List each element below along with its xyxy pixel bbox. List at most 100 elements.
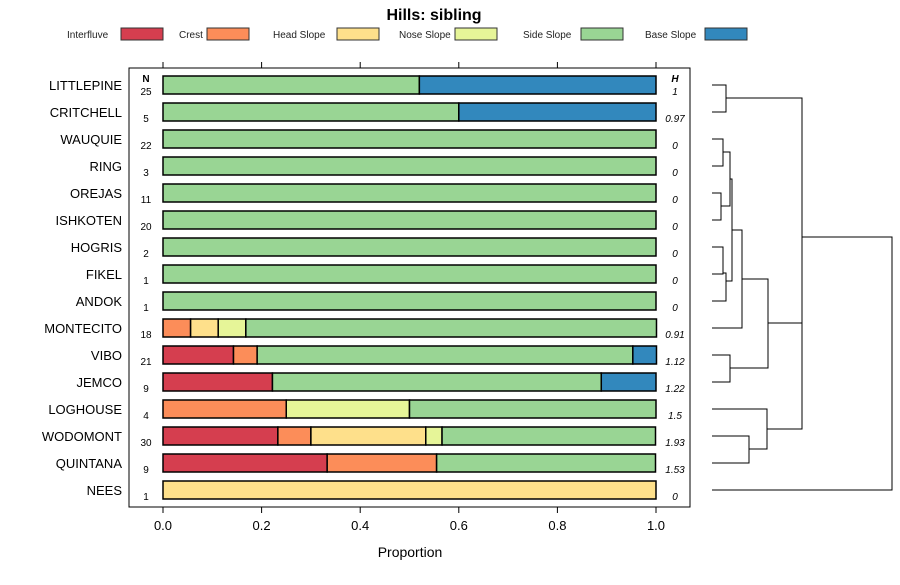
bar-segment-side-slope (162, 291, 657, 311)
legend: Interfluve Crest Head Slope Nose Slope Side … (67, 27, 748, 41)
dendrogram-branch (726, 97, 803, 376)
category-label: VIBO (91, 348, 122, 363)
legend-swatch (454, 27, 498, 41)
n-value: 3 (143, 168, 149, 179)
bar-segment-base-slope (600, 372, 657, 392)
bar-segment-side-slope (408, 399, 657, 419)
legend-label: Base Slope (645, 30, 697, 41)
dendrogram-branch (712, 435, 750, 464)
dendrogram-branch (712, 272, 727, 302)
n-value: 18 (140, 330, 152, 341)
x-tick-label: 0.6 (450, 518, 468, 533)
category-label: JEMCO (77, 375, 123, 390)
category-label: LITTLEPINE (49, 78, 122, 93)
bar-segment-side-slope (162, 183, 657, 203)
h-header: H (671, 74, 679, 85)
bar-segment-side-slope (162, 237, 657, 257)
bar-segment-crest (232, 345, 258, 365)
legend-swatch (206, 27, 250, 41)
bar-segment-side-slope (162, 75, 421, 95)
x-tick-label: 0.4 (351, 518, 369, 533)
category-label: OREJAS (70, 186, 122, 201)
h-value: 0.91 (665, 330, 684, 341)
n-value: 1 (143, 276, 149, 287)
bar-segment-side-slope (256, 345, 634, 365)
category-label: NEES (87, 483, 123, 498)
h-value: 1.22 (665, 384, 685, 395)
n-value: 30 (140, 438, 152, 449)
legend-swatch (580, 27, 624, 41)
dendrogram-branch (712, 229, 743, 329)
dendrogram-branch (712, 236, 893, 491)
bar-segment-interfluve (162, 345, 235, 365)
bar-segment-interfluve (162, 372, 274, 392)
bar-segment-side-slope (245, 318, 658, 338)
bar-segment-crest (162, 318, 192, 338)
x-axis-label: Proportion (378, 544, 443, 560)
bar-segment-head-slope (162, 480, 657, 500)
bar-segment-crest (277, 426, 312, 446)
bar-segment-side-slope (162, 102, 460, 122)
bar-segment-base-slope (632, 345, 658, 365)
h-value: 0 (672, 249, 678, 260)
legend-label: Nose Slope (399, 30, 451, 41)
h-value: 0 (672, 141, 678, 152)
category-label: ANDOK (76, 294, 123, 309)
h-value: 0 (672, 195, 678, 206)
n-value: 9 (143, 465, 149, 476)
category-label: WAUQUIE (60, 132, 122, 147)
n-header: N (142, 74, 149, 85)
category-label: WODOMONT (42, 429, 122, 444)
h-value: 0 (672, 222, 678, 233)
n-value: 1 (143, 492, 149, 503)
category-label: HOGRIS (71, 240, 123, 255)
category-label: ISHKOTEN (56, 213, 122, 228)
h-value: 0 (672, 303, 678, 314)
bar-segment-side-slope (435, 453, 657, 473)
bar-segment-nose-slope (217, 318, 247, 338)
bar-segment-crest (326, 453, 438, 473)
bar-segment-nose-slope (425, 426, 443, 446)
legend-swatch (120, 27, 164, 41)
h-value: 1.53 (665, 465, 685, 476)
dendrogram-branch (767, 322, 803, 430)
n-value: 4 (143, 411, 149, 422)
n-value: 2 (143, 249, 149, 260)
h-value: 0 (672, 492, 678, 503)
n-value: 25 (140, 87, 152, 98)
n-value: 5 (143, 114, 149, 125)
legend-swatch (336, 27, 380, 41)
bar-segment-base-slope (458, 102, 657, 122)
h-value: 1.12 (665, 357, 685, 368)
n-value: 21 (140, 357, 152, 368)
dendrogram-branch (712, 84, 727, 113)
bar-segment-side-slope (162, 264, 657, 284)
h-value: 1 (672, 87, 678, 98)
bar-segment-side-slope (162, 210, 657, 230)
n-value: 22 (140, 141, 152, 152)
legend-swatch (704, 27, 748, 41)
x-tick-label: 0.8 (548, 518, 566, 533)
dendrogram-branch (712, 138, 724, 167)
dendrogram-branch (712, 354, 731, 383)
category-label: CRITCHELL (50, 105, 122, 120)
bar-segment-crest (162, 399, 287, 419)
h-value: 1.5 (668, 411, 682, 422)
n-value: 9 (143, 384, 149, 395)
dendrogram-branch (712, 246, 724, 275)
n-value: 11 (141, 195, 152, 206)
dendrogram-branch (712, 408, 768, 450)
bar-segment-side-slope (271, 372, 603, 392)
category-label: FIKEL (86, 267, 122, 282)
legend-label: Interfluve (67, 30, 109, 41)
category-label: MONTECITO (44, 321, 122, 336)
plot-frame (128, 67, 691, 508)
bar-segment-side-slope (441, 426, 657, 446)
dendrogram-branch (712, 192, 722, 221)
h-value: 1.93 (665, 438, 685, 449)
h-value: 0 (672, 168, 678, 179)
category-label: LOGHOUSE (48, 402, 122, 417)
bar-segment-base-slope (418, 75, 657, 95)
bar-segment-head-slope (310, 426, 427, 446)
